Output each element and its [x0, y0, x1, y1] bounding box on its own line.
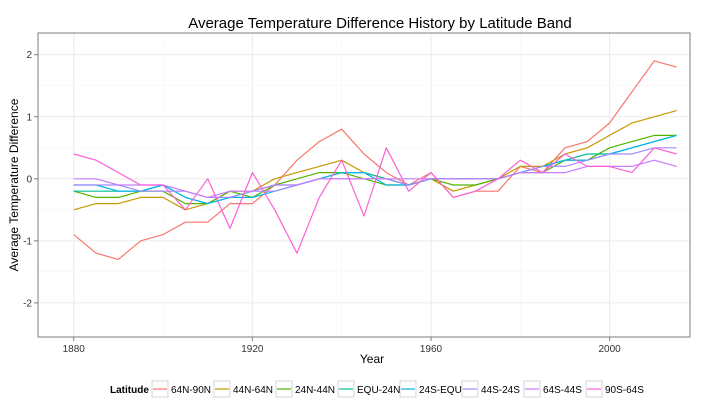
series-line-90S-64S — [73, 147, 677, 254]
x-axis-label: Year — [360, 352, 384, 366]
series-line-64N-90N — [73, 60, 677, 260]
legend-label: 64S-44S — [543, 385, 582, 396]
y-tick-label: 0 — [26, 174, 32, 185]
legend-item-44N-64N: 44N-64N — [213, 380, 273, 398]
legend-label: 90S-64S — [605, 385, 644, 396]
y-axis-label: Average Temperature Difference — [7, 98, 21, 271]
legend-item-90S-64S: 90S-64S — [585, 380, 644, 398]
x-tick-label: 2000 — [598, 344, 621, 355]
chart-title: Average Temperature Difference History b… — [188, 15, 572, 32]
legend-label: 44N-64N — [233, 385, 273, 396]
y-tick-label: 1 — [26, 112, 32, 123]
legend-item-64N-90N: 64N-90N — [151, 380, 211, 398]
x-tick-label: 1960 — [420, 344, 443, 355]
y-axis-ticks: -2 -1 0 1 2 — [23, 50, 38, 309]
legend-label: 24N-44N — [295, 385, 335, 396]
legend-label: 24S-EQU — [419, 385, 462, 396]
legend-title: Latitude — [110, 385, 149, 396]
plot-panel-border — [37, 32, 691, 338]
legend-item-EQU-24N: EQU-24N — [337, 380, 400, 398]
legend-label: 44S-24S — [481, 385, 520, 396]
x-tick-label: 1880 — [63, 344, 86, 355]
legend-label: EQU-24N — [357, 385, 400, 396]
y-tick-label: 2 — [26, 50, 32, 61]
series-layer — [73, 60, 677, 260]
series-line-64S-44S — [73, 159, 677, 198]
legend-item-24N-44N: 24N-44N — [275, 380, 335, 398]
legend-item-24S-EQU: 24S-EQU — [399, 380, 462, 398]
legend: Latitude 64N-90N 44N-64N 24N-44N EQU-24N 24S… — [110, 380, 644, 398]
legend-item-44S-24S: 44S-24S — [461, 380, 520, 398]
x-axis-ticks: 1880 1920 1960 2000 — [63, 337, 621, 355]
legend-label: 64N-90N — [171, 385, 211, 396]
grid — [38, 33, 690, 337]
x-tick-label: 1920 — [241, 344, 264, 355]
legend-item-64S-44S: 64S-44S — [523, 380, 582, 398]
y-tick-label: -2 — [23, 298, 32, 309]
y-tick-label: -1 — [23, 236, 32, 247]
